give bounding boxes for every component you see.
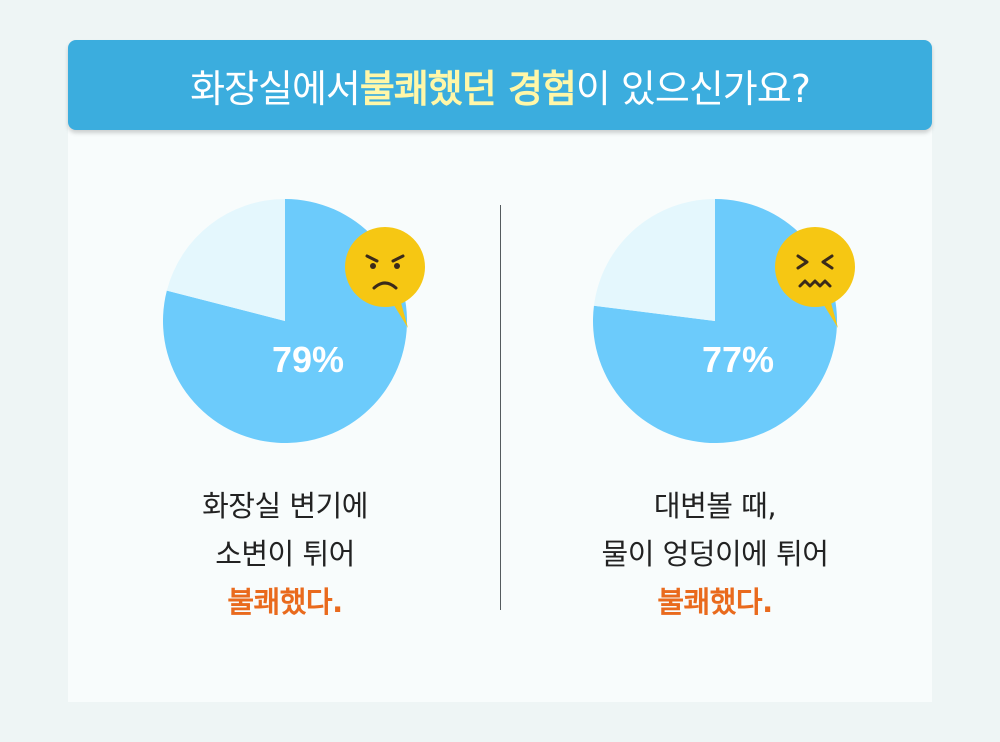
percent-label: 79% <box>272 339 344 380</box>
center-divider <box>500 205 501 610</box>
pie-slice-rest <box>593 199 715 321</box>
pie-chart-1: 79% <box>163 199 425 443</box>
caption: 화장실 변기에 소변이 튀어 불쾌했다. <box>70 482 500 626</box>
pie-chart-2: 77% <box>593 199 855 443</box>
title-highlight: 불쾌했던 경험 <box>359 66 577 111</box>
title-pre: 화장실에서 <box>190 66 361 111</box>
caption-line-2: 소변이 튀어 <box>215 537 355 571</box>
title-banner: 화장실에서 불쾌했던 경험 이 있으신가요? <box>68 40 932 130</box>
pie-slice-rest <box>166 199 285 321</box>
caption-line-1: 대변볼 때, <box>653 489 777 523</box>
chart-panel-water-splash: 77% 대변볼 때, 물이 엉덩이에 튀어 불쾌했다. <box>500 190 930 630</box>
title-post: 이 있으신가요? <box>575 66 811 111</box>
caption: 대변볼 때, 물이 엉덩이에 튀어 불쾌했다. <box>500 482 930 626</box>
caption-line-1: 화장실 변기에 <box>202 489 368 523</box>
disgusted-face-icon <box>775 227 855 328</box>
percent-label: 77% <box>702 339 774 380</box>
angry-face-icon <box>345 227 425 328</box>
caption-emphasis: 불쾌했다. <box>227 585 343 619</box>
caption-line-2: 물이 엉덩이에 튀어 <box>601 537 829 571</box>
caption-emphasis: 불쾌했다. <box>657 585 773 619</box>
chart-panel-toilet-urine: 79% 화장실 변기에 소변이 튀어 불쾌했다. <box>70 190 500 630</box>
